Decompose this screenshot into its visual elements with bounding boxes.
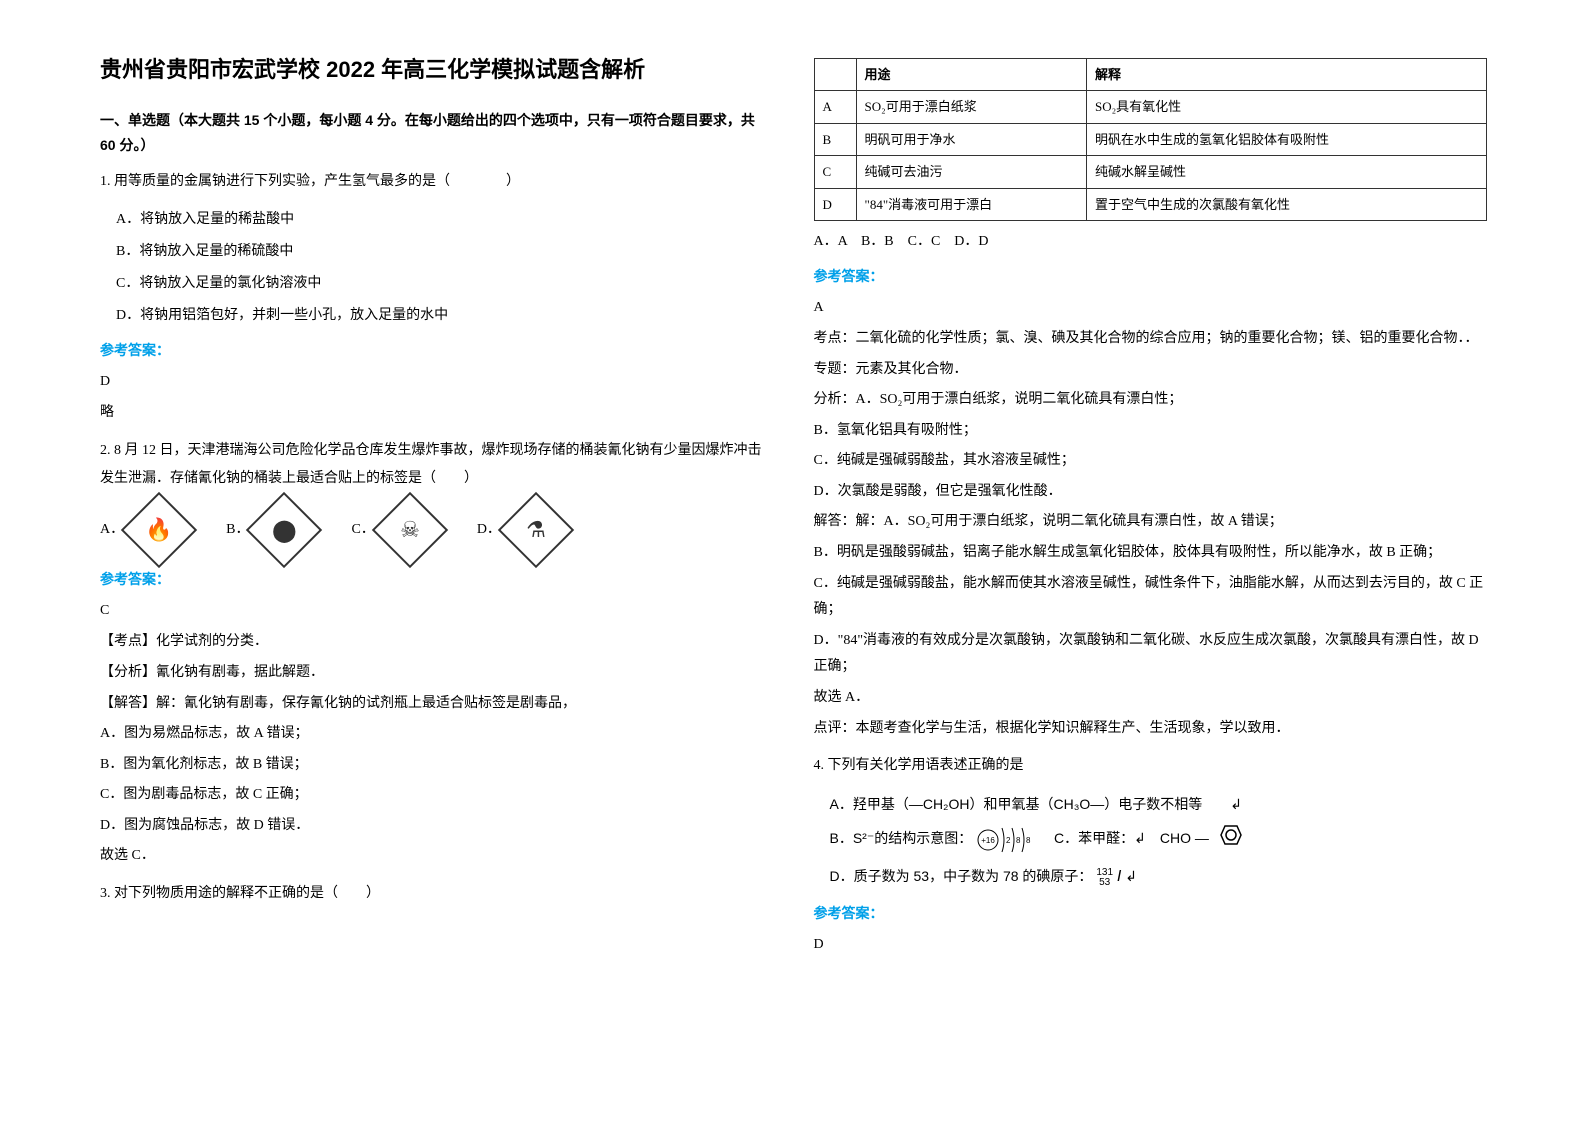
q3-solve-lead: 解答：解：A．SO₂可用于漂白纸浆，说明二氧化硫具有漂白性，故 A 错误；	[814, 509, 1488, 536]
table-cell-use: "84"消毒液可用于漂白	[856, 188, 1086, 220]
q1-option-a: A．将钠放入足量的稀盐酸中	[116, 206, 774, 234]
table-row: B 明矾可用于净水 明矾在水中生成的氢氧化铝胶体有吸附性	[814, 123, 1487, 155]
sulfur-core: +16	[981, 836, 995, 845]
table-cell-key: A	[814, 91, 856, 123]
flame-icon: 🔥	[121, 492, 197, 568]
toxic-glyph: ☠	[400, 510, 420, 550]
q3-analysis-lead: 分析：A．SO₂可用于漂白纸浆，说明二氧化硫具有漂白性；	[814, 387, 1488, 414]
q1-option-d: D．将钠用铝箔包好，并刺一些小孔，放入足量的水中	[116, 302, 774, 330]
table-cell-key: D	[814, 188, 856, 220]
iodine-symbol: I	[1117, 868, 1121, 885]
q4-option-a: A．羟甲基（—CH₂OH）和甲氧基（CH₃O—）电子数不相等 ↲	[830, 790, 1488, 818]
q3-analysis-b: B．氢氧化铝具有吸附性；	[814, 418, 1488, 445]
q3-solve-b: B．明矾是强酸弱碱盐，铝离子能水解生成氢氧化铝胶体，胶体具有吸附性，所以能净水，…	[814, 540, 1488, 567]
q2-answer-label: 参考答案：	[100, 567, 774, 592]
hazard-item-c: C． ☠	[351, 503, 436, 557]
q4-option-b-pre: B．S²⁻的结构示意图：	[830, 830, 973, 846]
q3-answer: A	[814, 295, 1488, 320]
section-1-title: 一、单选题（本大题共 15 个小题，每小题 4 分。在每小题给出的四个选项中，只…	[100, 108, 774, 158]
hazard-item-b: B． ⬤	[226, 503, 311, 557]
q1-option-b: B．将钠放入足量的稀硫酸中	[116, 238, 774, 266]
table-row: C 纯碱可去油污 纯碱水解呈碱性	[814, 156, 1487, 188]
benzene-ring-icon	[1213, 822, 1243, 857]
iodine-proton: 53	[1096, 878, 1113, 888]
q4-answer: D	[814, 932, 1488, 957]
table-cell-use: SO₂可用于漂白纸浆	[856, 91, 1086, 123]
svg-text:2: 2	[1006, 836, 1011, 845]
q3-stem: 3. 对下列物质用途的解释不正确的是（ ）	[100, 880, 774, 908]
q4-option-d-text: D．质子数为 53，中子数为 78 的碘原子：	[830, 868, 1093, 884]
table-cell-use: 明矾可用于净水	[856, 123, 1086, 155]
svg-text:8: 8	[1016, 836, 1021, 845]
toxic-icon: ☠	[372, 492, 448, 568]
q3-choices: A．A B．B C．C D．D	[814, 229, 1488, 256]
q2-stem: 2. 8 月 12 日，天津港瑞海公司危险化学品仓库发生爆炸事故，爆炸现场存储的…	[100, 437, 774, 493]
table-cell-use: 纯碱可去油污	[856, 156, 1086, 188]
svg-text:8: 8	[1026, 836, 1031, 845]
q3-solve-c: C．纯碱是强碱弱酸盐，能水解而使其水溶液呈碱性，碱性条件下，油脂能水解，从而达到…	[814, 571, 1488, 624]
table-cell-explain: 明矾在水中生成的氢氧化铝胶体有吸附性	[1087, 123, 1487, 155]
q4-option-bc: B．S²⁻的结构示意图： +16 2 8 8 C．苯甲醛：↲ CHO —	[830, 822, 1488, 857]
q3-answer-label: 参考答案：	[814, 264, 1488, 289]
q2-solve-lead: 【解答】解：氰化钠有剧毒，保存氰化钠的试剂瓶上最适合贴标签是剧毒品，	[100, 691, 774, 718]
q3-comment: 点评：本题考查化学与生活，根据化学知识解释生产、生活现象，学以致用．	[814, 716, 1488, 743]
table-cell-key: B	[814, 123, 856, 155]
table-cell-explain: SO₂具有氧化性	[1087, 91, 1487, 123]
benzene-line-icon: —	[1195, 830, 1209, 846]
q1-answer: D	[100, 369, 774, 394]
q2-solve-d: D．图为腐蚀品标志，故 D 错误．	[100, 813, 774, 840]
corrosive-glyph: ⚗	[526, 510, 546, 550]
q1-omit: 略	[100, 400, 774, 427]
q3-kpoint: 考点：二氧化硫的化学性质；氯、溴、碘及其化合物的综合应用；钠的重要化合物；镁、铝…	[814, 326, 1488, 353]
q3-table: 用途 解释 A SO₂可用于漂白纸浆 SO₂具有氧化性 B 明矾可用于净水 明矾…	[814, 58, 1488, 221]
table-header-use: 用途	[856, 59, 1086, 91]
q4-answer-label: 参考答案：	[814, 901, 1488, 926]
q3-conclude: 故选 A．	[814, 685, 1488, 712]
q2-solve-b: B．图为氧化剂标志，故 B 错误；	[100, 752, 774, 779]
q3-solve-d: D．"84"消毒液的有效成分是次氯酸钠，次氯酸钠和二氧化碳、水反应生成次氯酸，次…	[814, 628, 1488, 681]
hazard-icon-row: A． 🔥 B． ⬤ C． ☠ D． ⚗	[100, 503, 774, 557]
q2-solve-a: A．图为易燃品标志，故 A 错误；	[100, 721, 774, 748]
hazard-item-a: A． 🔥	[100, 503, 186, 557]
q2-answer: C	[100, 598, 774, 623]
sulfur-structure-icon: +16 2 8 8	[976, 824, 1036, 856]
q4-option-d: D．质子数为 53，中子数为 78 的碘原子： 131 53 I ↲	[830, 861, 1488, 893]
table-cell-explain: 置于空气中生成的次氯酸有氧化性	[1087, 188, 1487, 220]
q4-stem: 4. 下列有关化学用语表述正确的是	[814, 752, 1488, 780]
q3-analysis-d: D．次氯酸是弱酸，但它是强氧化性酸．	[814, 479, 1488, 506]
table-cell-key: C	[814, 156, 856, 188]
hazard-item-d: D． ⚗	[477, 503, 563, 557]
page-title: 贵州省贵阳市宏武学校 2022 年高三化学模拟试题含解析	[100, 50, 774, 90]
q1-stem: 1. 用等质量的金属钠进行下列实验，产生氢气最多的是（ ）	[100, 168, 774, 196]
oxidizer-glyph: ⬤	[272, 510, 297, 550]
q3-topic: 专题：元素及其化合物．	[814, 357, 1488, 384]
corrosive-icon: ⚗	[498, 492, 574, 568]
q2-kpoint: 【考点】化学试剂的分类．	[100, 629, 774, 656]
q2-solve-c: C．图为剧毒品标志，故 C 正确；	[100, 782, 774, 809]
table-header-key	[814, 59, 856, 91]
q1-option-c: C．将钠放入足量的氯化钠溶液中	[116, 270, 774, 298]
oxidizer-icon: ⬤	[246, 492, 322, 568]
q2-conclude: 故选 C．	[100, 843, 774, 870]
q3-analysis-c: C．纯碱是强碱弱酸盐，其水溶液呈碱性；	[814, 448, 1488, 475]
table-row: D "84"消毒液可用于漂白 置于空气中生成的次氯酸有氧化性	[814, 188, 1487, 220]
q1-answer-label: 参考答案：	[100, 338, 774, 363]
return-arrow-icon: ↲	[1125, 868, 1137, 884]
iodine-isotope-icon: 131 53	[1096, 868, 1113, 888]
table-header-row: 用途 解释	[814, 59, 1487, 91]
flame-glyph: 🔥	[145, 510, 172, 550]
q4-option-c-pre: C．苯甲醛：↲ CHO	[1040, 830, 1191, 846]
table-header-explain: 解释	[1087, 59, 1487, 91]
table-row: A SO₂可用于漂白纸浆 SO₂具有氧化性	[814, 91, 1487, 123]
q2-analysis: 【分析】氰化钠有剧毒，据此解题．	[100, 660, 774, 687]
table-cell-explain: 纯碱水解呈碱性	[1087, 156, 1487, 188]
